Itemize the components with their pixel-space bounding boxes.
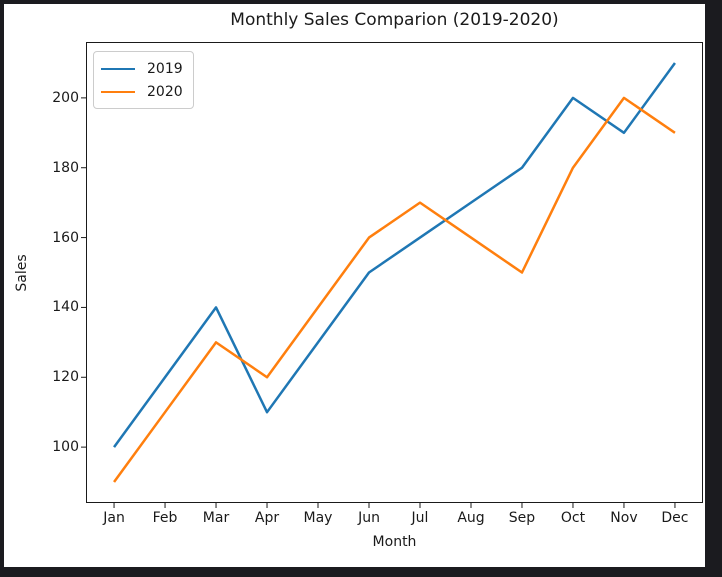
y-tick-label-160: 160	[52, 229, 79, 246]
plot-area: 2019 2020	[81, 42, 703, 508]
x-tick-label-aug: Aug	[457, 510, 485, 526]
y-tick-label-180: 180	[52, 159, 79, 176]
series-line-2020	[113, 96, 676, 483]
legend: 2019 2020	[93, 51, 194, 109]
x-tick-label-oct: Oct	[560, 510, 586, 526]
y-tick-label-200: 200	[52, 89, 79, 106]
x-tick-label-jun: Jun	[358, 510, 380, 526]
x-tick-label-jul: Jul	[411, 510, 429, 526]
x-axis-label: Month	[372, 534, 417, 550]
y-tick-label-120: 120	[52, 369, 79, 386]
legend-line-sample	[101, 67, 135, 70]
chart-figure: Monthly Sales Comparion (2019-2020) Sale…	[4, 4, 705, 567]
x-tick-label-sep: Sep	[508, 510, 536, 526]
line-chart-canvas	[81, 42, 703, 508]
x-tick-label-dec: Dec	[661, 510, 689, 526]
x-tick-label-apr: Apr	[254, 510, 280, 526]
x-tick-label-feb: Feb	[152, 510, 178, 526]
y-tick-label-100: 100	[52, 439, 79, 456]
axes-spines	[86, 42, 703, 503]
chart-title: Monthly Sales Comparion (2019-2020)	[230, 10, 559, 30]
x-tick-label-jan: Jan	[103, 510, 125, 526]
x-tick-label-mar: Mar	[202, 510, 230, 526]
x-tick-label-nov: Nov	[610, 510, 638, 526]
y-axis-label: Sales	[14, 254, 30, 292]
legend-line-sample	[101, 90, 135, 93]
legend-label: 2020	[147, 83, 183, 100]
x-tick-label-may: May	[303, 510, 333, 526]
legend-entry-2020: 2020	[101, 80, 183, 103]
legend-entry-2019: 2019	[101, 57, 183, 80]
series-line-2019	[113, 62, 676, 448]
y-tick-label-140: 140	[52, 299, 79, 316]
legend-label: 2019	[147, 60, 183, 77]
